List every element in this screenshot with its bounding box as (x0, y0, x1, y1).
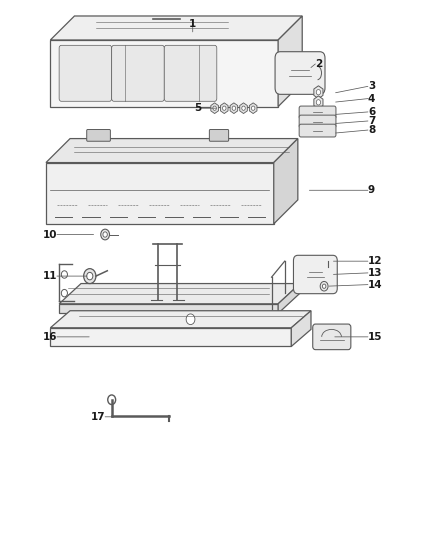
FancyBboxPatch shape (299, 106, 336, 119)
Text: 16: 16 (42, 332, 57, 342)
Circle shape (322, 284, 326, 288)
Circle shape (213, 106, 216, 110)
Circle shape (84, 269, 96, 284)
Polygon shape (50, 328, 291, 346)
Polygon shape (50, 16, 302, 40)
Text: 5: 5 (194, 103, 201, 113)
Polygon shape (59, 304, 278, 313)
Circle shape (103, 232, 107, 237)
FancyBboxPatch shape (299, 115, 336, 128)
Text: 3: 3 (368, 82, 375, 91)
Text: 12: 12 (368, 256, 382, 266)
FancyBboxPatch shape (87, 130, 110, 141)
Polygon shape (314, 96, 323, 109)
Text: 14: 14 (368, 280, 382, 289)
Circle shape (242, 106, 245, 110)
FancyBboxPatch shape (293, 255, 337, 294)
Polygon shape (50, 40, 278, 107)
Polygon shape (46, 163, 274, 224)
FancyBboxPatch shape (299, 124, 336, 137)
Text: 11: 11 (42, 271, 57, 281)
Circle shape (186, 314, 195, 325)
Circle shape (101, 229, 110, 240)
Polygon shape (50, 311, 311, 328)
Polygon shape (291, 311, 311, 346)
Polygon shape (274, 139, 298, 224)
Text: 9: 9 (368, 185, 375, 195)
FancyBboxPatch shape (209, 130, 229, 141)
Circle shape (320, 281, 328, 291)
FancyBboxPatch shape (112, 45, 164, 101)
Text: 8: 8 (368, 125, 375, 135)
Text: 17: 17 (91, 412, 105, 422)
Circle shape (316, 100, 321, 105)
FancyBboxPatch shape (275, 52, 325, 94)
Polygon shape (314, 86, 323, 99)
Polygon shape (220, 103, 228, 114)
Text: 1: 1 (189, 19, 196, 29)
Polygon shape (46, 139, 298, 163)
Polygon shape (249, 103, 257, 114)
Circle shape (324, 256, 332, 266)
Circle shape (251, 106, 255, 110)
FancyBboxPatch shape (164, 45, 217, 101)
FancyBboxPatch shape (313, 324, 351, 350)
Polygon shape (278, 16, 302, 107)
Text: 15: 15 (368, 332, 382, 342)
Text: 7: 7 (368, 116, 375, 126)
Polygon shape (59, 284, 300, 304)
FancyBboxPatch shape (59, 45, 112, 101)
Polygon shape (240, 103, 247, 114)
Circle shape (61, 271, 67, 278)
Circle shape (232, 106, 236, 110)
Circle shape (223, 106, 226, 110)
Circle shape (61, 289, 67, 297)
Text: 13: 13 (368, 268, 382, 278)
Circle shape (326, 259, 329, 263)
Circle shape (316, 90, 321, 95)
Text: 6: 6 (368, 107, 375, 117)
Polygon shape (230, 103, 238, 114)
Polygon shape (211, 103, 219, 114)
Text: 10: 10 (42, 230, 57, 239)
Text: 2: 2 (315, 59, 323, 69)
Polygon shape (278, 284, 300, 313)
Text: 4: 4 (368, 94, 375, 103)
Circle shape (87, 272, 93, 280)
Circle shape (108, 395, 116, 405)
